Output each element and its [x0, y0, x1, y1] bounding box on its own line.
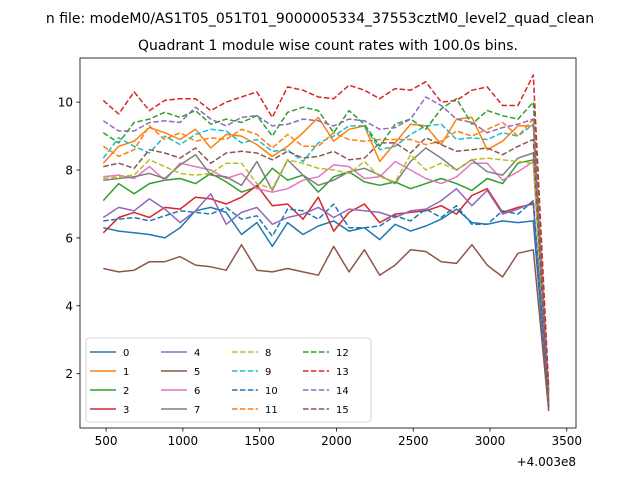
series-line-14 — [102, 96, 550, 405]
legend-label-13: 13 — [336, 367, 349, 378]
y-tick-label: 2 — [65, 367, 73, 381]
series-line-15 — [103, 137, 550, 408]
x-tick-label: 500 — [95, 434, 118, 448]
series-line-6 — [103, 160, 550, 408]
series-line-1 — [102, 116, 550, 401]
x-tick-label: 2000 — [321, 434, 352, 448]
legend-label-12: 12 — [336, 348, 349, 359]
legend-label-11: 11 — [265, 405, 278, 416]
plot-frame — [79, 57, 577, 429]
legend-label-14: 14 — [336, 386, 349, 397]
x-tick-label: 1000 — [168, 434, 199, 448]
series-line-2 — [102, 159, 550, 405]
series-line-5 — [103, 243, 550, 412]
y-tick-label: 6 — [65, 231, 73, 245]
x-tick-label: 3000 — [475, 434, 506, 448]
legend-label-15: 15 — [336, 405, 349, 416]
series-line-10 — [103, 199, 550, 406]
y-tick-label: 4 — [65, 299, 73, 313]
series-line-12 — [102, 97, 550, 391]
chart-title: Quadrant 1 module wise count rates with … — [138, 38, 518, 54]
series-line-7 — [103, 147, 550, 408]
legend-box — [85, 337, 372, 423]
series-layer — [102, 74, 550, 412]
series-line-13 — [102, 74, 550, 388]
legend-label-2: 2 — [123, 386, 129, 397]
legend-label-9: 9 — [265, 367, 271, 378]
legend-label-1: 1 — [123, 367, 129, 378]
series-line-0 — [103, 206, 550, 408]
series-line-3 — [102, 184, 550, 405]
x-tick-label: 3500 — [552, 434, 583, 448]
y-tick-label: 8 — [65, 164, 73, 178]
legend-label-3: 3 — [123, 405, 129, 416]
legend-label-4: 4 — [194, 348, 200, 359]
x-axis: 500 1000 1500 2000 2500 3000 3500 — [95, 428, 582, 448]
series-line-8 — [103, 153, 550, 405]
y-axis: 2 4 6 8 10 — [58, 96, 80, 381]
x-tick-label: 1500 — [244, 434, 275, 448]
legend-label-6: 6 — [194, 386, 200, 397]
legend-label-8: 8 — [265, 348, 271, 359]
legend-label-10: 10 — [265, 386, 278, 397]
y-tick-label: 10 — [58, 96, 73, 110]
series-line-11 — [102, 118, 550, 395]
chart-suptitle: n file: modeM0/AS1T05_051T01_9000005334_… — [46, 11, 594, 27]
legend-label-5: 5 — [194, 367, 200, 378]
legend-label-0: 0 — [123, 348, 129, 359]
x-tick-label: 2500 — [398, 434, 429, 448]
legend-label-7: 7 — [194, 405, 200, 416]
x-offset-label: +4.003e8 — [517, 455, 576, 469]
